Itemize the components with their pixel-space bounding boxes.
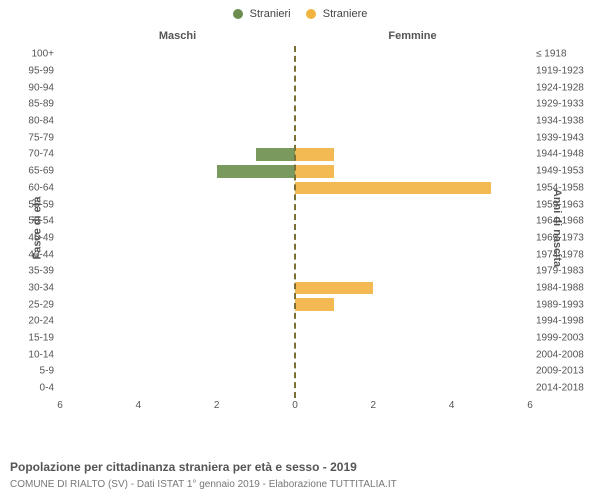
birth-year-label: 1954-1958 <box>536 182 594 193</box>
age-label: 60-64 <box>10 182 54 193</box>
age-label: 50-54 <box>10 216 54 227</box>
x-tick-label: 2 <box>214 400 220 411</box>
bar-female <box>295 165 334 178</box>
legend: Stranieri Straniere <box>0 8 600 20</box>
bar-female <box>295 182 491 195</box>
x-tick-label: 4 <box>449 400 455 411</box>
birth-year-label: 2004-2008 <box>536 349 594 360</box>
age-label: 80-84 <box>10 116 54 127</box>
bar-female <box>295 148 334 161</box>
birth-year-label: 1934-1938 <box>536 116 594 127</box>
x-axis: 6 4 2 0 2 4 6 <box>60 400 530 414</box>
age-label: 95-99 <box>10 66 54 77</box>
header-females: Femmine <box>388 30 436 42</box>
age-label: 30-34 <box>10 282 54 293</box>
birth-year-label: ≤ 1918 <box>536 49 594 60</box>
bar-female <box>295 282 373 295</box>
age-label: 0-4 <box>10 383 54 394</box>
chart-subtitle: COMUNE DI RIALTO (SV) - Dati ISTAT 1° ge… <box>10 479 397 490</box>
age-label: 65-69 <box>10 166 54 177</box>
bar-male <box>256 148 295 161</box>
x-tick-label: 0 <box>292 400 298 411</box>
age-label: 45-49 <box>10 232 54 243</box>
age-label: 70-74 <box>10 149 54 160</box>
age-label: 100+ <box>10 49 54 60</box>
center-divider <box>294 46 296 398</box>
birth-year-label: 1974-1978 <box>536 249 594 260</box>
birth-year-label: 1949-1953 <box>536 166 594 177</box>
x-tick-label: 6 <box>527 400 533 411</box>
birth-year-label: 1989-1993 <box>536 299 594 310</box>
age-label: 5-9 <box>10 366 54 377</box>
birth-year-label: 1924-1928 <box>536 82 594 93</box>
age-label: 10-14 <box>10 349 54 360</box>
legend-item-stranieri: Stranieri <box>233 8 291 20</box>
bar-male <box>217 165 295 178</box>
legend-label-straniere: Straniere <box>323 8 368 20</box>
age-label: 15-19 <box>10 333 54 344</box>
x-tick-label: 4 <box>136 400 142 411</box>
age-label: 35-39 <box>10 266 54 277</box>
birth-year-label: 1979-1983 <box>536 266 594 277</box>
age-label: 40-44 <box>10 249 54 260</box>
birth-year-label: 1919-1923 <box>536 66 594 77</box>
bar-female <box>295 298 334 311</box>
legend-item-straniere: Straniere <box>306 8 368 20</box>
x-tick-label: 6 <box>57 400 63 411</box>
legend-swatch-stranieri <box>233 9 243 19</box>
birth-year-label: 1959-1963 <box>536 199 594 210</box>
age-label: 20-24 <box>10 316 54 327</box>
age-label: 75-79 <box>10 132 54 143</box>
age-label: 85-89 <box>10 99 54 110</box>
birth-year-label: 2009-2013 <box>536 366 594 377</box>
birth-year-label: 1994-1998 <box>536 316 594 327</box>
birth-year-label: 2014-2018 <box>536 383 594 394</box>
birth-year-label: 1944-1948 <box>536 149 594 160</box>
legend-label-stranieri: Stranieri <box>250 8 291 20</box>
birth-year-label: 1999-2003 <box>536 333 594 344</box>
birth-year-label: 1929-1933 <box>536 99 594 110</box>
age-label: 55-59 <box>10 199 54 210</box>
age-label: 90-94 <box>10 82 54 93</box>
chart-title: Popolazione per cittadinanza straniera p… <box>10 460 357 474</box>
legend-swatch-straniere <box>306 9 316 19</box>
birth-year-label: 1969-1973 <box>536 232 594 243</box>
age-label: 25-29 <box>10 299 54 310</box>
x-tick-label: 2 <box>371 400 377 411</box>
birth-year-label: 1984-1988 <box>536 282 594 293</box>
plot-area: Maschi Femmine Fasce di età Anni di nasc… <box>60 28 530 428</box>
birth-year-label: 1939-1943 <box>536 132 594 143</box>
chart-container: Stranieri Straniere Maschi Femmine Fasce… <box>0 0 600 500</box>
birth-year-label: 1964-1968 <box>536 216 594 227</box>
header-males: Maschi <box>159 30 196 42</box>
